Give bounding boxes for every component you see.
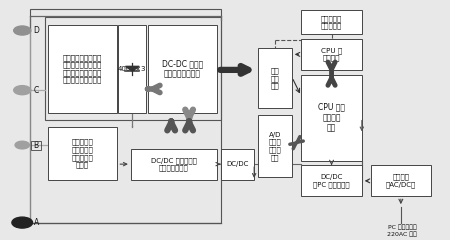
Bar [258,115,292,177]
Text: 双电源输入
自动选择隔
离及反向保
护电路: 双电源输入 自动选择隔 离及反向保 护电路 [72,139,94,168]
Bar [131,149,217,180]
Bar [30,9,220,223]
Circle shape [15,141,29,149]
Circle shape [14,86,31,95]
Bar [301,39,362,70]
Text: D: D [33,26,39,35]
Text: 在线蓄电池组放电测
试结束、自动限流充
电和自恢复等电位连
接安全控制保护电路: 在线蓄电池组放电测 试结束、自动限流充 电和自恢复等电位连 接安全控制保护电路 [63,54,102,84]
Bar [118,24,147,113]
Text: CPU 自动
程序控制
单元: CPU 自动 程序控制 单元 [318,103,345,132]
Text: CPU 液
晶显示屏: CPU 液 晶显示屏 [321,47,342,61]
Bar [48,127,117,180]
Text: DC/DC 电源输入、
软启动供电电路: DC/DC 电源输入、 软启动供电电路 [151,157,197,171]
Text: DC/DC
（PC 主机电源）: DC/DC （PC 主机电源） [313,174,350,188]
Text: PC 机亦可外接
220AC 输入: PC 机亦可外接 220AC 输入 [387,225,417,237]
Text: A/D
模数转
换控制
电路: A/D 模数转 换控制 电路 [269,132,281,161]
Bar [301,75,362,161]
Circle shape [12,217,32,228]
Text: DC-DC 变换器
（高频开关电源）: DC-DC 变换器 （高频开关电源） [162,59,203,78]
Text: 开关电源
（AC/DC）: 开关电源 （AC/DC） [386,174,416,188]
Text: DC/DC: DC/DC [226,161,248,167]
Bar [220,149,254,180]
Bar [258,48,292,108]
Polygon shape [126,66,139,71]
Text: C: C [33,86,39,95]
Text: B: B [33,141,39,150]
Text: 400A×3: 400A×3 [118,66,147,72]
Text: A: A [33,218,39,227]
Bar [301,10,362,34]
Bar [371,165,432,196]
Bar [48,24,117,113]
Bar [148,24,217,113]
Bar [31,141,41,150]
Bar [45,17,221,120]
Circle shape [14,26,31,35]
Bar [301,165,362,196]
Text: 蓄电池组单
体电压检测: 蓄电池组单 体电压检测 [321,15,342,29]
Text: 数据
采集
电路: 数据 采集 电路 [270,67,279,89]
